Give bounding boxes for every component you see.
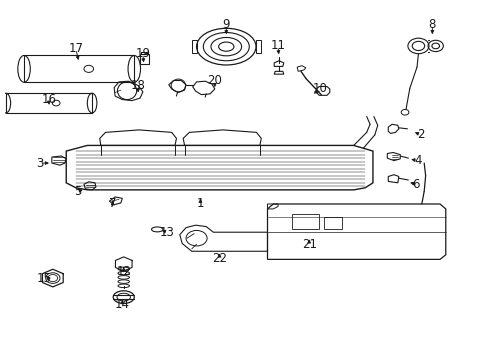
Text: 19: 19: [135, 47, 150, 60]
Text: 12: 12: [116, 265, 131, 278]
Bar: [140, 54, 148, 64]
Text: 10: 10: [312, 82, 327, 95]
Text: 6: 6: [411, 178, 419, 191]
Text: 2: 2: [416, 129, 424, 141]
Text: 18: 18: [130, 79, 145, 92]
Text: 5: 5: [74, 185, 81, 198]
Text: 3: 3: [36, 157, 43, 170]
Text: 17: 17: [68, 42, 83, 55]
Text: 4: 4: [413, 154, 421, 167]
Text: 7: 7: [109, 198, 116, 211]
Text: 9: 9: [222, 18, 229, 31]
Text: 21: 21: [301, 238, 316, 251]
Text: 14: 14: [115, 298, 129, 311]
Text: 22: 22: [212, 252, 226, 265]
Bar: [323, 217, 341, 229]
Text: 8: 8: [428, 18, 435, 31]
Text: 20: 20: [207, 74, 222, 87]
Text: 13: 13: [159, 226, 174, 239]
Text: 15: 15: [37, 271, 52, 284]
Bar: [292, 214, 318, 229]
Text: 16: 16: [41, 93, 56, 106]
Text: 1: 1: [196, 198, 204, 211]
Text: 11: 11: [270, 40, 285, 53]
